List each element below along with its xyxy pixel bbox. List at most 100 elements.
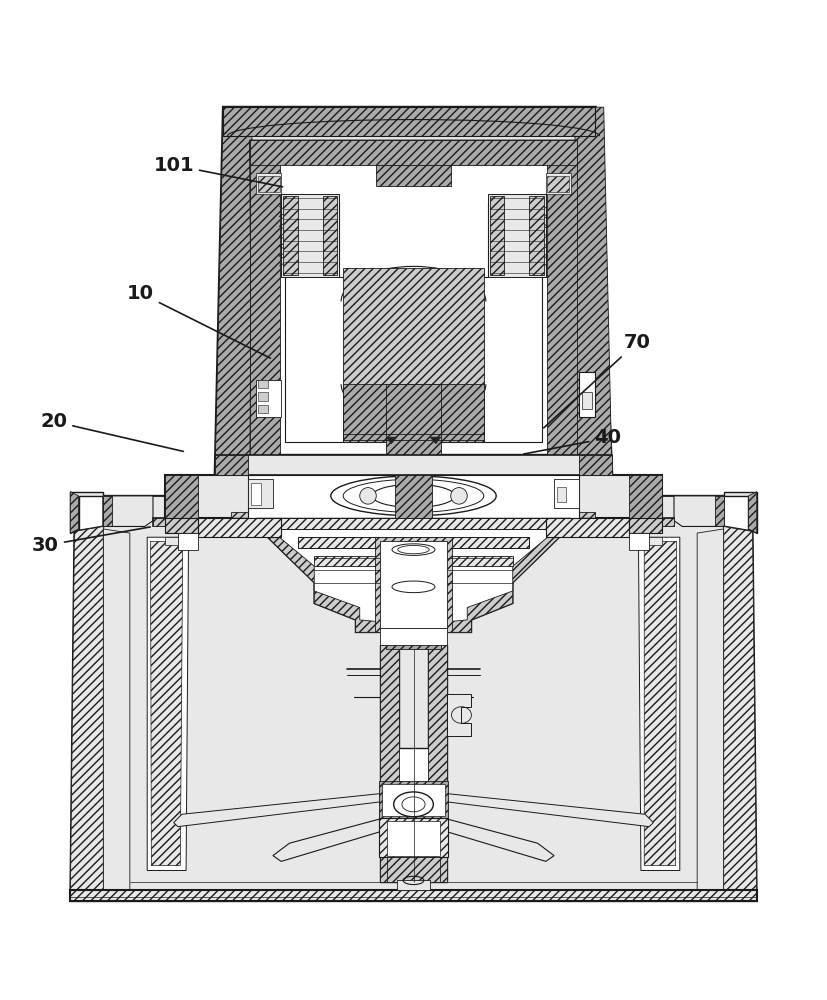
Polygon shape [343,268,484,442]
Bar [258,392,268,401]
Polygon shape [256,173,281,194]
Polygon shape [343,384,484,442]
Polygon shape [165,475,662,518]
Polygon shape [649,537,662,545]
Polygon shape [215,107,252,475]
Polygon shape [248,475,579,518]
Bar [251,483,261,505]
Circle shape [405,476,422,493]
Polygon shape [250,140,577,455]
Polygon shape [147,537,189,870]
Polygon shape [258,176,280,192]
Polygon shape [283,196,298,275]
Polygon shape [70,492,103,533]
Circle shape [451,488,467,504]
Polygon shape [165,518,198,533]
Polygon shape [70,496,757,901]
Circle shape [360,488,376,504]
Polygon shape [490,196,504,275]
Polygon shape [232,512,595,632]
Polygon shape [488,194,546,277]
Polygon shape [380,645,447,882]
Polygon shape [380,645,399,882]
Polygon shape [575,107,612,475]
Polygon shape [430,437,441,444]
Polygon shape [198,518,281,537]
Bar [397,880,430,890]
Polygon shape [285,202,542,442]
Polygon shape [379,818,448,857]
Polygon shape [554,479,579,508]
Polygon shape [529,196,544,275]
Polygon shape [232,512,595,632]
Polygon shape [724,526,757,901]
Polygon shape [724,492,757,533]
Polygon shape [70,526,103,901]
Polygon shape [380,541,447,628]
Polygon shape [386,628,441,649]
Polygon shape [151,541,183,866]
Polygon shape [314,556,513,566]
Polygon shape [103,496,112,526]
Polygon shape [281,518,546,529]
Polygon shape [748,492,757,533]
Polygon shape [629,518,662,533]
Polygon shape [697,529,724,901]
Bar [258,405,268,413]
Polygon shape [215,455,612,475]
Polygon shape [379,781,448,818]
Polygon shape [387,821,440,856]
Polygon shape [281,194,339,277]
Circle shape [405,499,422,516]
Polygon shape [376,165,451,186]
Text: 40: 40 [523,428,621,454]
Polygon shape [153,518,674,526]
Polygon shape [174,794,380,827]
Bar [130,889,697,901]
Polygon shape [165,537,178,545]
Polygon shape [546,518,629,537]
Text: 10: 10 [127,284,270,358]
Bar [258,380,268,388]
Polygon shape [547,176,569,192]
Polygon shape [447,694,471,736]
Polygon shape [273,818,554,861]
Bar [557,487,566,502]
Polygon shape [375,537,452,632]
Polygon shape [103,529,130,901]
Polygon shape [70,492,79,533]
Polygon shape [629,533,649,550]
Polygon shape [103,496,153,526]
Polygon shape [674,496,724,526]
Bar [582,392,592,409]
Text: 101: 101 [153,156,283,187]
Polygon shape [447,794,653,827]
Polygon shape [715,496,724,526]
Polygon shape [250,140,577,165]
Polygon shape [248,479,273,508]
Polygon shape [382,784,445,816]
Polygon shape [256,380,281,417]
Polygon shape [546,173,571,194]
Polygon shape [386,384,441,455]
Polygon shape [250,140,280,455]
Polygon shape [638,537,680,870]
Polygon shape [386,437,397,444]
Polygon shape [70,890,757,901]
Polygon shape [579,455,612,475]
Polygon shape [547,140,577,455]
Text: 20: 20 [41,412,184,451]
Polygon shape [380,628,447,645]
Polygon shape [215,107,612,475]
Polygon shape [223,107,595,136]
Polygon shape [644,541,676,866]
Polygon shape [153,518,674,526]
Polygon shape [165,475,198,518]
Polygon shape [178,533,198,550]
Polygon shape [256,518,571,624]
Polygon shape [298,537,529,548]
Polygon shape [428,645,447,882]
Polygon shape [629,475,662,518]
Polygon shape [387,857,440,882]
Polygon shape [395,475,432,518]
